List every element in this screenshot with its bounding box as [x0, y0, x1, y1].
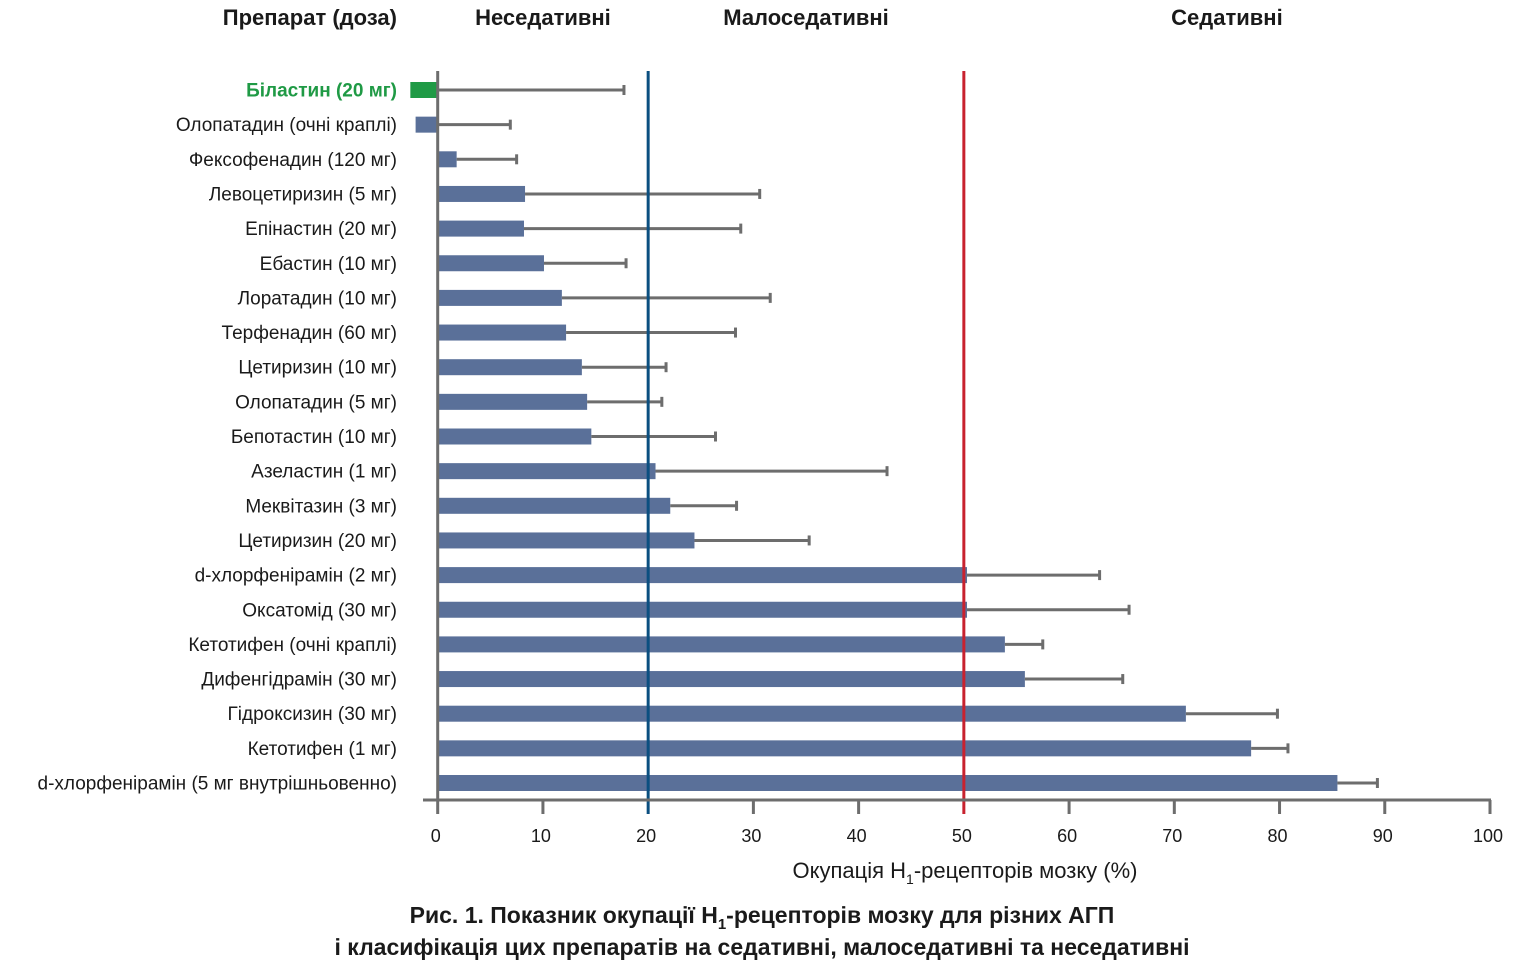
category-label: Фексофенадин (120 мг): [189, 150, 397, 171]
x-tick-label: 90: [1373, 826, 1393, 846]
bar: [437, 255, 544, 272]
x-tick-label: 100: [1473, 826, 1503, 846]
bar: [437, 220, 524, 237]
bar: [437, 151, 457, 168]
bar: [437, 185, 526, 202]
category-label: Біластин (20 мг): [246, 81, 397, 102]
bar: [410, 82, 438, 98]
category-label: Меквітазин (3 мг): [245, 496, 397, 517]
x-tick-label: 40: [847, 826, 867, 846]
x-tick-label: 0: [431, 826, 441, 846]
category-label: Дифенгідрамін (30 мг): [201, 670, 397, 691]
x-tick-label: 50: [952, 826, 972, 846]
category-label: Кетотифен (1 мг): [248, 739, 397, 760]
category-label: Левоцетиризин (5 мг): [209, 184, 397, 205]
category-label: d-хлорфенірамін (2 мг): [195, 566, 397, 587]
bar: [437, 359, 582, 376]
x-axis-label-sub: 1: [906, 871, 914, 887]
zone-header-1: Неседативні: [475, 5, 611, 30]
bar: [437, 567, 968, 584]
category-label: d-хлорфенірамін (5 мг внутрішньовенно): [38, 774, 397, 795]
bar: [437, 671, 1025, 688]
x-tick-label: 30: [741, 826, 761, 846]
category-label: Олопатадин (очні краплі): [176, 115, 397, 136]
column-header: Препарат (доза): [223, 5, 397, 30]
category-label: Олопатадин (5 мг): [235, 392, 397, 413]
x-axis-label-post: -рецепторів мозку (%): [914, 858, 1138, 883]
x-axis-label: Окупація H1-рецепторів мозку (%): [792, 858, 1137, 887]
x-tick-label: 10: [531, 826, 551, 846]
category-label: Бепотастин (10 мг): [231, 427, 397, 448]
category-label: Цетиризин (20 мг): [238, 531, 397, 552]
x-axis-label-pre: Окупація H: [792, 858, 906, 883]
bar: [437, 463, 656, 480]
category-label: Терфенадин (60 мг): [222, 323, 397, 344]
caption-line-1-sub: 1: [718, 916, 726, 933]
category-label: Гідроксизин (30 мг): [227, 704, 397, 725]
zone-header-2: Малоседативні: [723, 5, 889, 30]
bar: [437, 289, 562, 306]
category-label: Епінастин (20 мг): [245, 219, 397, 240]
category-label: Цетиризин (10 мг): [238, 358, 397, 379]
category-label: Кетотифен (очні краплі): [188, 635, 397, 656]
zone-header-3: Седативні: [1171, 5, 1283, 30]
caption-line-1-post: -рецепторів мозку для різних АГП: [726, 902, 1114, 928]
bar: [437, 393, 588, 410]
x-tick-label: 20: [636, 826, 656, 846]
bar: [437, 601, 968, 618]
caption-line-2: і класифікація цих препаратів на седатив…: [335, 934, 1190, 960]
bar: [437, 775, 1338, 791]
bar: [437, 324, 567, 341]
category-label: Ебастин (10 мг): [260, 254, 397, 275]
bar: [437, 497, 671, 514]
bar: [437, 740, 1252, 757]
bar: [437, 428, 592, 445]
bar: [437, 705, 1186, 722]
category-label: Оксатомід (30 мг): [242, 600, 397, 621]
caption-line-1: Рис. 1. Показник окупації H1-рецепторів …: [410, 902, 1115, 933]
x-tick-label: 70: [1162, 826, 1182, 846]
bar: [415, 116, 438, 133]
category-label: Азеластин (1 мг): [251, 462, 397, 483]
x-tick-label: 80: [1268, 826, 1288, 846]
bar: [437, 532, 695, 549]
x-tick-label: 60: [1057, 826, 1077, 846]
caption-line-1-pre: Рис. 1. Показник окупації H: [410, 902, 718, 928]
bar: [437, 636, 1005, 653]
category-label: Лоратадин (10 мг): [238, 288, 397, 309]
